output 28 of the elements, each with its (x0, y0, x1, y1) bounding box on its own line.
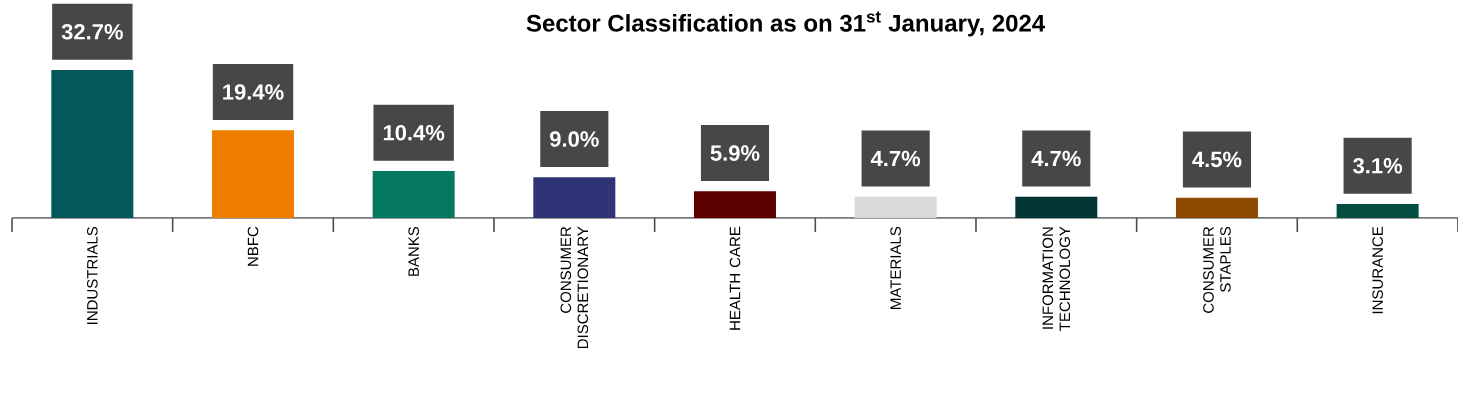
bar (211, 130, 294, 218)
x-tick-label: BANKS (408, 226, 419, 276)
data-label: 19.4% (223, 84, 284, 100)
data-label: 4.7% (1031, 150, 1081, 167)
bar (693, 191, 776, 218)
data-label: 4.5% (1192, 151, 1242, 168)
data-label: 9.0% (550, 131, 599, 147)
x-tick-label: HEALTH CARE (729, 226, 741, 330)
x-tick-label: INFORMATION TECHNOLOGY (1042, 226, 1071, 331)
x-tick-label: INSURANCE (1372, 226, 1383, 314)
x-tick-label: MATERIALS (890, 226, 901, 309)
bar (372, 170, 455, 218)
x-tick-label: INDUSTRIALS (87, 226, 98, 325)
data-label: 10.4% (383, 124, 445, 141)
data-label: 4.7% (870, 150, 921, 167)
data-label: 3.1% (1353, 157, 1403, 174)
chart-title: Sector Classification as on 31$^{st}$ January, 2024 (526, 11, 1046, 37)
x-tick-label: CONSUMER DISCRETIONARY (560, 226, 589, 349)
data-label: 5.9% (710, 145, 760, 161)
bar (1175, 197, 1258, 218)
bar (51, 70, 134, 218)
bar (533, 177, 616, 218)
x-tick-label: NBFC (247, 226, 259, 266)
bar (854, 196, 937, 218)
data-label: 32.7% (61, 23, 123, 40)
bar (1336, 203, 1419, 218)
x-tick-label: CONSUMER STAPLES (1203, 226, 1231, 313)
bar (1015, 196, 1098, 218)
